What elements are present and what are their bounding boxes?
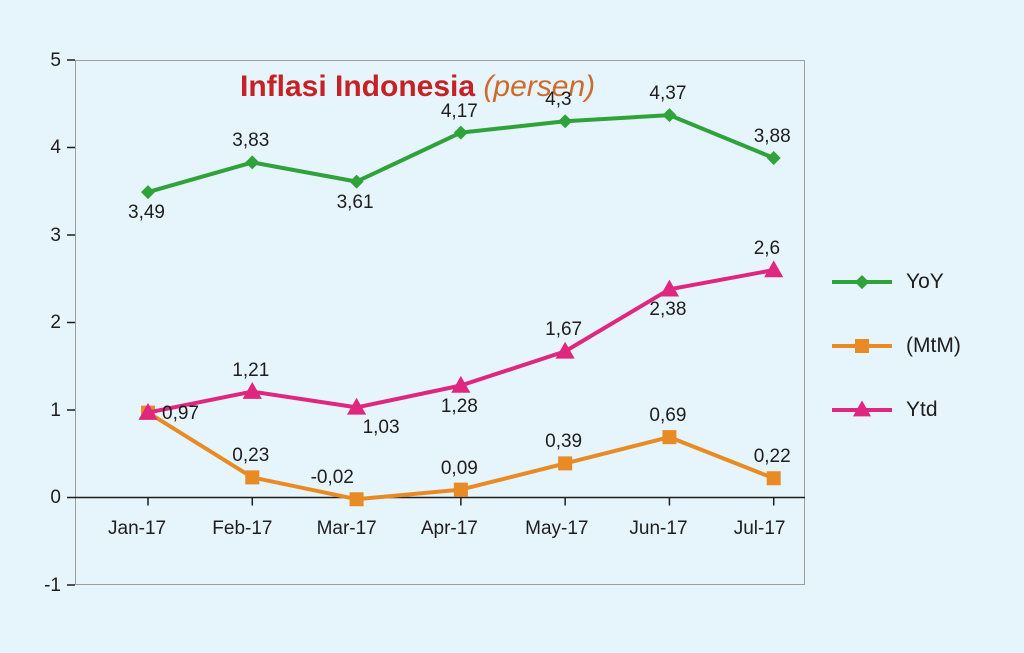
- series-marker-MtM: [350, 492, 364, 506]
- y-tick-label: 4: [50, 137, 61, 159]
- y-tick-label: 1: [50, 400, 61, 422]
- x-tick-label: Feb-17: [212, 518, 302, 540]
- series-marker-MtM: [767, 471, 781, 485]
- legend-marker-icon: [855, 275, 869, 289]
- legend-label: (MtM): [906, 334, 961, 358]
- series-marker-Ytd: [764, 260, 783, 277]
- series-marker-MtM: [558, 456, 572, 470]
- x-tick-label: Jul-17: [734, 518, 824, 540]
- series-marker-Ytd: [556, 342, 575, 359]
- data-label-MtM: 0,69: [649, 405, 686, 427]
- chart-title-main: Inflasi Indonesia: [240, 70, 475, 103]
- legend-item-Ytd: Ytd: [832, 398, 938, 422]
- data-label-Ytd: 2,38: [649, 299, 686, 321]
- data-label-YoY: 3,61: [337, 192, 374, 214]
- legend-item-YoY: YoY: [832, 270, 944, 294]
- data-label-YoY: 4,17: [441, 101, 478, 123]
- data-label-MtM: 0,22: [754, 446, 791, 468]
- series-marker-MtM: [245, 470, 259, 484]
- data-label-Ytd: 2,6: [754, 238, 780, 260]
- y-tick-label: 3: [50, 225, 61, 247]
- y-tick-label: 5: [50, 50, 61, 72]
- data-label-Ytd: 1,28: [441, 396, 478, 418]
- data-label-MtM: 0,97: [162, 403, 199, 425]
- data-label-MtM: 0,09: [441, 458, 478, 480]
- data-label-YoY: 4,3: [545, 89, 571, 111]
- y-tick-label: 2: [50, 312, 61, 334]
- data-label-YoY: 4,37: [649, 83, 686, 105]
- legend-marker-icon: [853, 400, 871, 416]
- data-label-Ytd: 1,67: [545, 319, 582, 341]
- data-label-MtM: 0,39: [545, 431, 582, 453]
- data-label-YoY: 3,88: [754, 126, 791, 148]
- y-tick-label: -1: [44, 575, 61, 597]
- legend-label: YoY: [906, 270, 944, 294]
- chart-title-sub: (persen): [483, 70, 595, 103]
- series-marker-YoY: [767, 151, 781, 165]
- data-label-MtM: 0,23: [232, 445, 269, 467]
- series-marker-YoY: [141, 185, 155, 199]
- data-label-Ytd: 1,21: [232, 360, 269, 382]
- data-label-Ytd: 1,03: [363, 417, 400, 439]
- x-tick-label: May-17: [525, 518, 615, 540]
- data-label-YoY: 3,49: [128, 202, 165, 224]
- y-tick-label: 0: [50, 487, 61, 509]
- legend-item-MtM: (MtM): [832, 334, 961, 358]
- series-marker-YoY: [350, 175, 364, 189]
- x-tick-label: Apr-17: [421, 518, 511, 540]
- data-label-MtM: -0,02: [311, 467, 354, 489]
- series-marker-YoY: [245, 155, 259, 169]
- x-tick-label: Jun-17: [629, 518, 719, 540]
- series-marker-YoY: [662, 108, 676, 122]
- series-marker-MtM: [662, 430, 676, 444]
- series-marker-Ytd: [243, 382, 262, 399]
- legend-label: Ytd: [906, 398, 938, 422]
- chart-title: Inflasi Indonesia (persen): [240, 70, 595, 104]
- x-tick-label: Mar-17: [317, 518, 407, 540]
- legend-marker-icon: [855, 339, 869, 353]
- x-tick-label: Jan-17: [108, 518, 198, 540]
- series-marker-YoY: [454, 126, 468, 140]
- series-marker-MtM: [454, 483, 468, 497]
- chart-canvas: -1 0 1 2 3 4 5 Jan-17 Feb-17 Mar-17 Apr-17 May-17 Ju…: [0, 0, 1024, 653]
- data-label-YoY: 3,83: [232, 130, 269, 152]
- series-marker-YoY: [558, 114, 572, 128]
